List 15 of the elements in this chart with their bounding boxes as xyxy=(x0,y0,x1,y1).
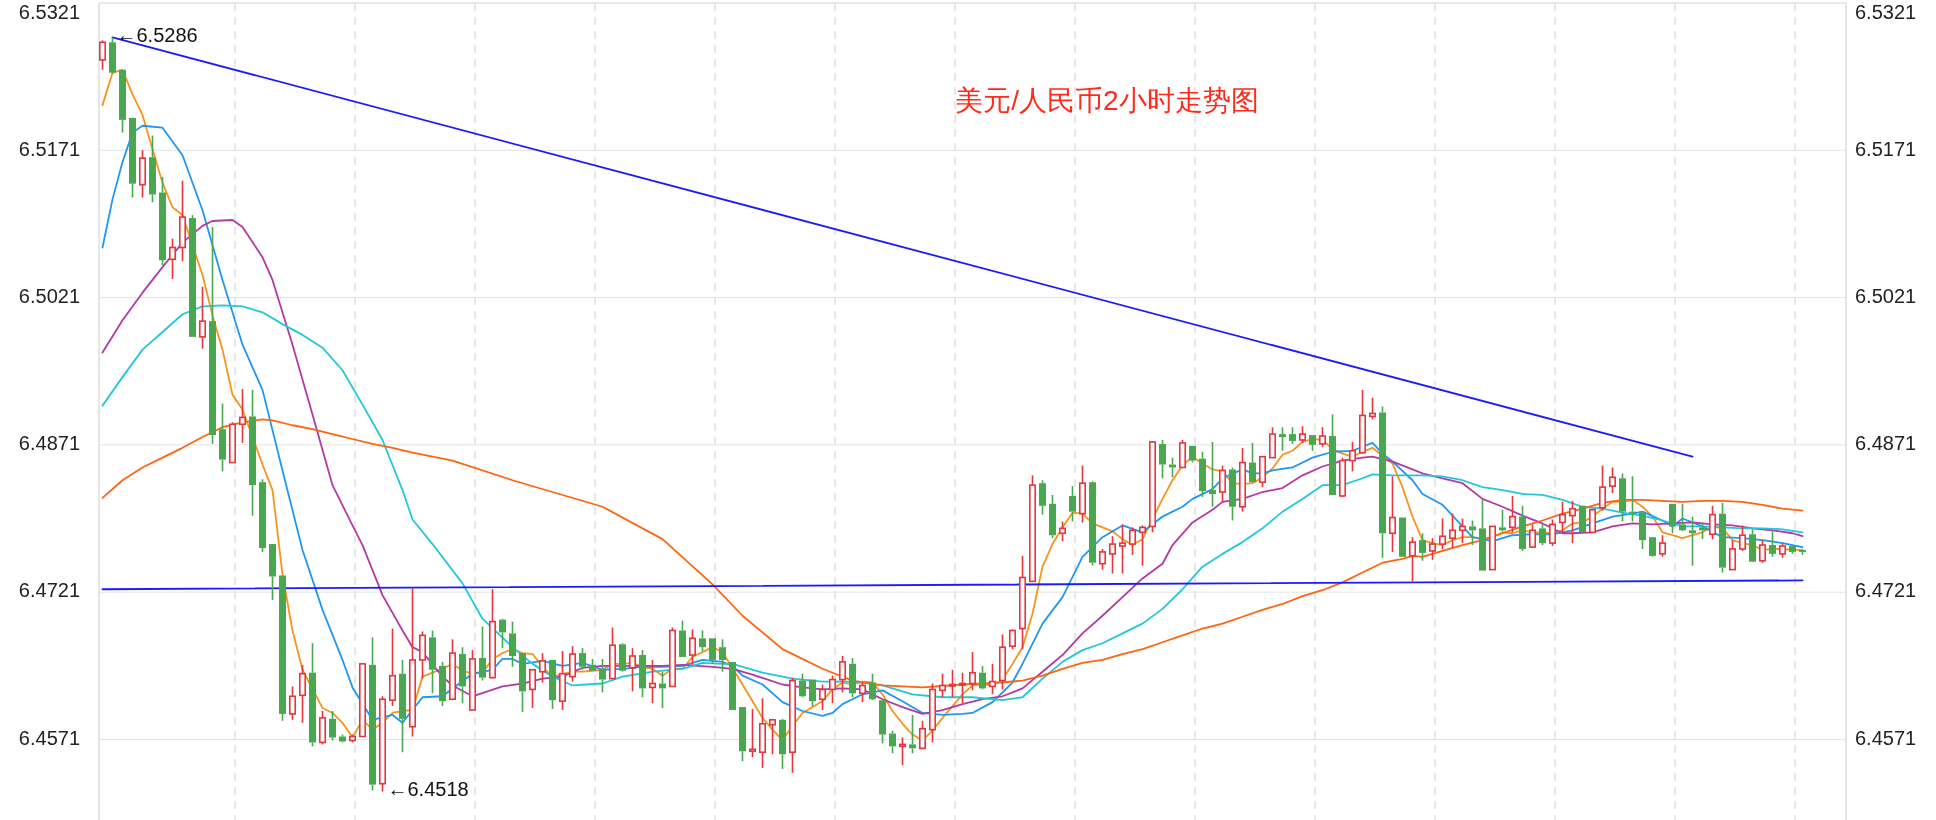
y2-tick-label: 6.5021 xyxy=(1855,284,1917,307)
y-tick-label: 6.5171 xyxy=(18,137,80,160)
y-tick-label: 6.5021 xyxy=(18,284,80,307)
y2-tick-label: 6.5321 xyxy=(1855,1,1917,24)
annotation: ←6.4518 xyxy=(387,778,469,801)
y2-tick-label: 6.4871 xyxy=(1855,432,1917,455)
y-tick-label: 6.5321 xyxy=(18,1,80,24)
y-tick-label: 6.4871 xyxy=(18,432,80,455)
y-tick-label: 6.4721 xyxy=(18,579,80,602)
y2-tick-label: 6.4721 xyxy=(1855,579,1917,602)
text: 美元/人民币2小时走势图 xyxy=(955,85,1259,116)
annotation: ←6.5286 xyxy=(116,24,198,47)
y2-tick-label: 6.4571 xyxy=(1855,726,1917,749)
y2-tick-label: 6.5171 xyxy=(1855,137,1917,160)
y-tick-label: 6.4571 xyxy=(18,726,80,749)
